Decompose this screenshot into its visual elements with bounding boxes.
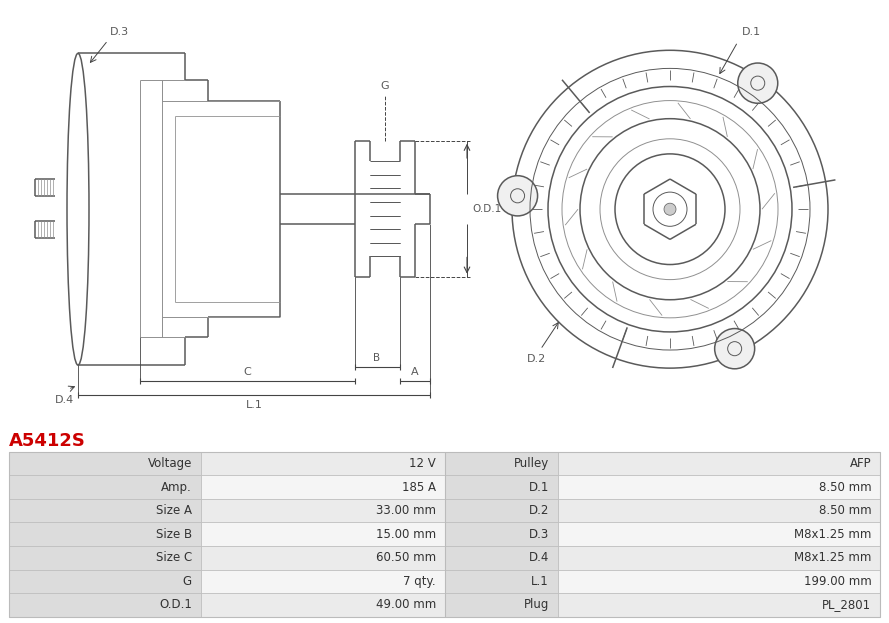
- Text: O.D.1: O.D.1: [472, 204, 501, 214]
- Text: Plug: Plug: [524, 599, 549, 612]
- Text: A: A: [412, 367, 419, 377]
- Text: M8x1.25 mm: M8x1.25 mm: [794, 551, 871, 564]
- Bar: [557, 452, 880, 475]
- Circle shape: [498, 176, 538, 216]
- Text: 185 A: 185 A: [402, 480, 436, 493]
- Text: D.3: D.3: [110, 27, 129, 37]
- Bar: [9, 452, 201, 475]
- Text: PL_2801: PL_2801: [822, 599, 871, 612]
- Bar: [9, 475, 201, 499]
- Text: AFP: AFP: [850, 457, 871, 470]
- Text: B: B: [373, 353, 380, 363]
- Text: D.2: D.2: [527, 354, 546, 364]
- Bar: [557, 546, 880, 569]
- Circle shape: [738, 63, 778, 103]
- Text: D.4: D.4: [55, 395, 75, 406]
- Bar: [9, 593, 201, 617]
- Bar: [557, 593, 880, 617]
- Circle shape: [715, 328, 755, 369]
- Text: M8x1.25 mm: M8x1.25 mm: [794, 528, 871, 541]
- Text: G: G: [380, 80, 389, 90]
- Bar: [557, 523, 880, 546]
- Text: 8.50 mm: 8.50 mm: [819, 480, 871, 493]
- Text: D.1: D.1: [742, 27, 761, 37]
- Bar: [201, 452, 444, 475]
- Bar: [201, 475, 444, 499]
- Text: Amp.: Amp.: [161, 480, 192, 493]
- Bar: [444, 523, 557, 546]
- Text: D.4: D.4: [529, 551, 549, 564]
- Bar: [557, 499, 880, 523]
- Text: Size C: Size C: [156, 551, 192, 564]
- Bar: [201, 593, 444, 617]
- Text: 8.50 mm: 8.50 mm: [819, 504, 871, 517]
- Bar: [444, 475, 557, 499]
- Text: 49.00 mm: 49.00 mm: [375, 599, 436, 612]
- Text: Pulley: Pulley: [514, 457, 549, 470]
- Bar: [9, 499, 201, 523]
- Text: 199.00 mm: 199.00 mm: [804, 575, 871, 588]
- Text: 7 qty.: 7 qty.: [404, 575, 436, 588]
- Bar: [201, 499, 444, 523]
- Text: 15.00 mm: 15.00 mm: [376, 528, 436, 541]
- Text: 60.50 mm: 60.50 mm: [376, 551, 436, 564]
- Text: D.3: D.3: [529, 528, 549, 541]
- Bar: [444, 593, 557, 617]
- Text: A5412S: A5412S: [9, 432, 85, 450]
- Bar: [9, 569, 201, 593]
- Text: C: C: [243, 367, 251, 377]
- Text: G: G: [183, 575, 192, 588]
- Bar: [444, 569, 557, 593]
- Text: L.1: L.1: [245, 401, 262, 411]
- Bar: [201, 523, 444, 546]
- Text: 33.00 mm: 33.00 mm: [376, 504, 436, 517]
- Bar: [557, 569, 880, 593]
- Bar: [9, 523, 201, 546]
- Text: L.1: L.1: [532, 575, 549, 588]
- Bar: [444, 546, 557, 569]
- Bar: [444, 452, 557, 475]
- Text: Size B: Size B: [156, 528, 192, 541]
- Text: O.D.1: O.D.1: [159, 599, 192, 612]
- Text: Voltage: Voltage: [148, 457, 192, 470]
- Text: D.2: D.2: [529, 504, 549, 517]
- Text: 12 V: 12 V: [409, 457, 436, 470]
- Bar: [9, 546, 201, 569]
- Bar: [444, 499, 557, 523]
- Text: D.1: D.1: [529, 480, 549, 493]
- Circle shape: [664, 203, 676, 215]
- Bar: [201, 546, 444, 569]
- Text: Size A: Size A: [156, 504, 192, 517]
- Bar: [201, 569, 444, 593]
- Bar: [557, 475, 880, 499]
